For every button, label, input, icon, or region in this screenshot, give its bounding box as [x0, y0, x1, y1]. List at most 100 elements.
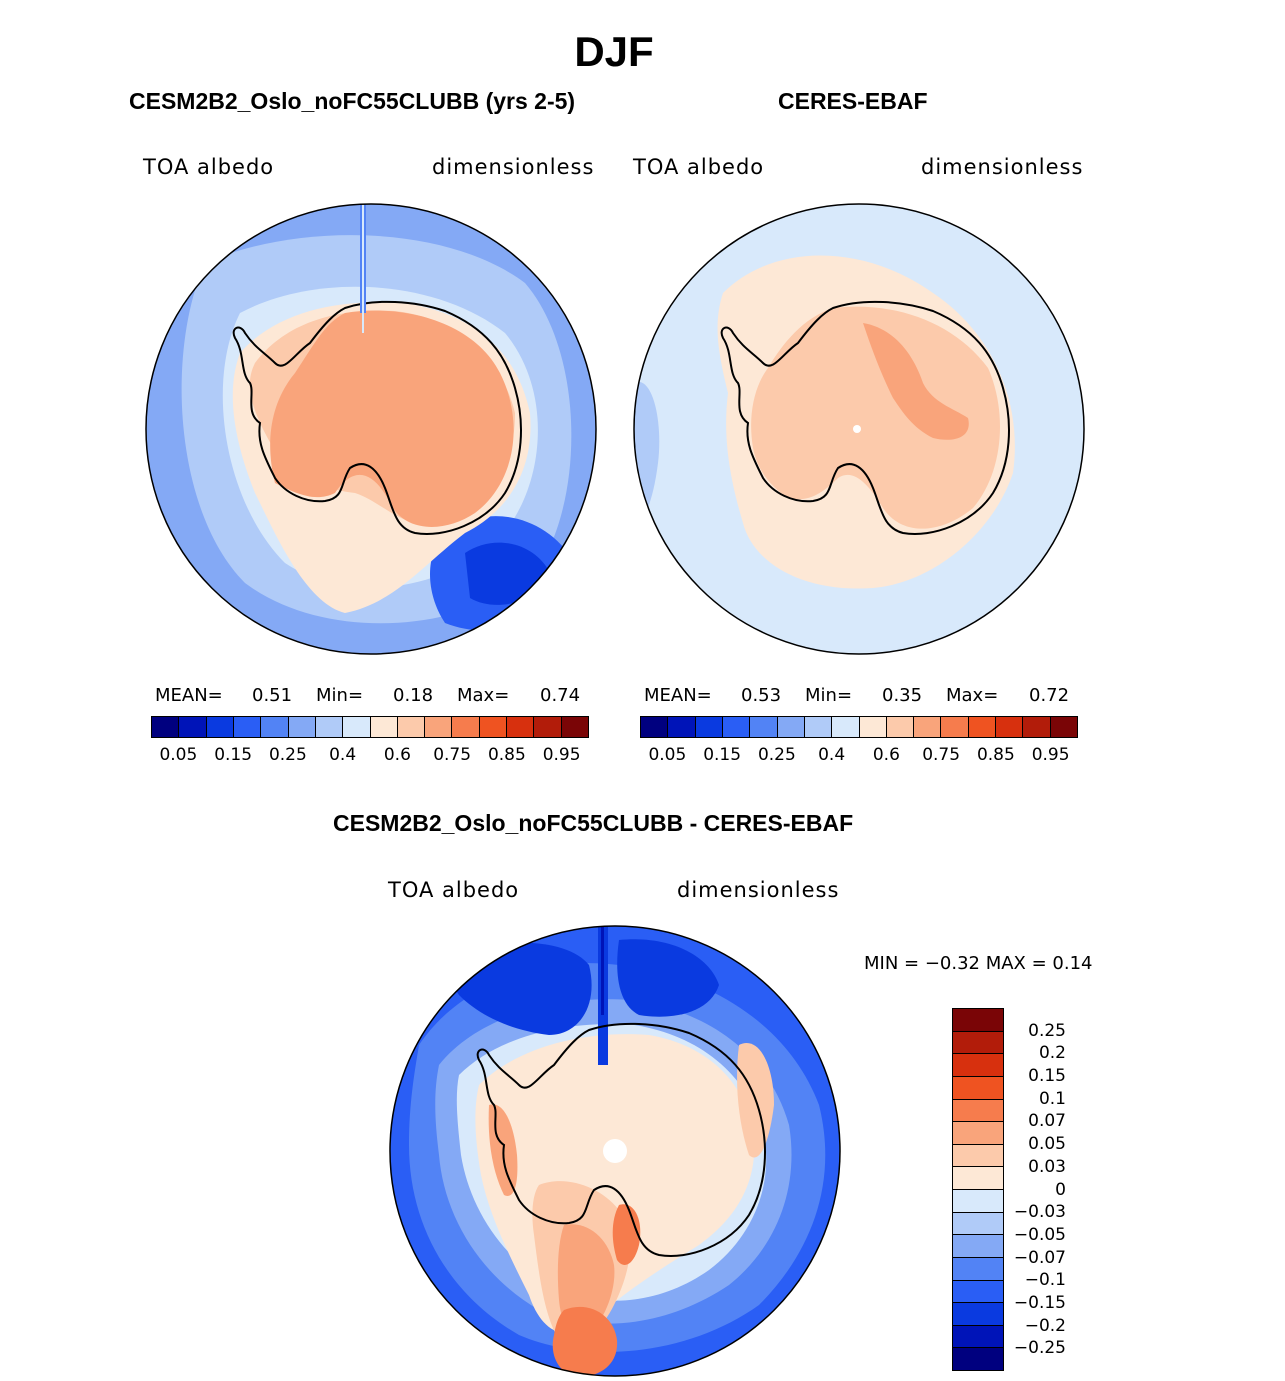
colorbar-tick-label: 0.6	[383, 745, 411, 765]
colorbar-swatch	[152, 717, 180, 737]
colorbar-tick-label: 0.95	[1031, 745, 1070, 765]
colorbar-tick-label: 0.07	[1028, 1111, 1066, 1132]
panel-1-variable-label: TOA albedo	[143, 155, 275, 179]
colorbar-tick-label: −0.07	[1013, 1247, 1066, 1268]
colorbar-swatch	[953, 1348, 1003, 1370]
colorbar-tick-label: 0.85	[487, 745, 526, 765]
colorbar-swatch	[722, 717, 751, 737]
panel-2-max-value: 0.72	[1029, 685, 1070, 706]
panel-3-colorbar-ticks: 0.25 0.2 0.15 0.1 0.07 0.05 0.03 0 −0.03 −0.05 −0.…	[1000, 1008, 1066, 1371]
figure-title: DJF	[574, 28, 654, 75]
meridian-artifact-core	[601, 926, 604, 1015]
colorbar-swatch	[953, 1235, 1003, 1258]
colorbar-swatch	[370, 717, 398, 737]
colorbar-swatch	[425, 717, 453, 737]
colorbar-tick-label: 0.25	[268, 745, 307, 765]
panel-2-colorbar	[640, 716, 1078, 738]
colorbar-swatch	[953, 1212, 1003, 1236]
antarctica-coastline	[476, 1022, 766, 1257]
colorbar-swatch	[859, 717, 887, 737]
colorbar-tick-label: 0.25	[1028, 1020, 1066, 1041]
antarctica-plateau	[751, 306, 1000, 529]
colorbar-swatch	[1023, 717, 1051, 737]
colorbar-swatch	[695, 717, 723, 737]
panel-1-max-label: Max=	[457, 685, 510, 706]
southern-warm-patch	[552, 1306, 618, 1376]
colorbar-swatch	[534, 717, 562, 737]
colorbar-tick-label: 0.6	[872, 745, 900, 765]
panel-2-variable-label: TOA albedo	[633, 155, 765, 179]
colorbar-swatch	[953, 1303, 1003, 1326]
panel-2-max-label: Max=	[946, 685, 999, 706]
panel-1-polar-map	[145, 203, 597, 655]
colorbar-swatch	[941, 717, 969, 737]
panel-3-minmax-label: MIN = −0.32 MAX = 0.14	[864, 953, 1093, 974]
colorbar-swatch	[804, 717, 833, 737]
colorbar-swatch	[641, 717, 669, 737]
colorbar-swatch	[479, 717, 508, 737]
panel-2-colorbar-ticks: 0.05 0.15 0.25 0.4 0.6 0.75 0.85 0.95	[640, 745, 1078, 769]
colorbar-swatch	[832, 717, 860, 737]
colorbar-swatch	[953, 1144, 1003, 1168]
colorbar-tick-label: 0	[1055, 1179, 1066, 1200]
colorbar-swatch	[953, 1099, 1003, 1123]
colorbar-swatch	[953, 1054, 1003, 1077]
colorbar-swatch	[452, 717, 480, 737]
panel-2-title: CERES-EBAF	[778, 88, 928, 114]
panel-1-max-value: 0.74	[540, 685, 581, 706]
pole-hole	[603, 1139, 627, 1163]
colorbar-tick-label: 0.15	[703, 745, 742, 765]
panel-1-colorbar-ticks: 0.05 0.15 0.25 0.4 0.6 0.75 0.85 0.95	[151, 745, 589, 769]
antarctica-coastline	[232, 300, 522, 535]
colorbar-swatch	[507, 717, 535, 737]
panel-2-mean-label: MEAN=	[644, 685, 712, 706]
pole-hole	[853, 425, 861, 433]
colorbar-tick-label: 0.05	[648, 745, 687, 765]
panel-1-mean-label: MEAN=	[155, 685, 223, 706]
colorbar-swatch	[233, 717, 262, 737]
colorbar-swatch	[914, 717, 942, 737]
colorbar-tick-label: −0.1	[1024, 1270, 1066, 1291]
panel-1-units-label: dimensionless	[432, 155, 595, 179]
colorbar-swatch	[953, 1076, 1003, 1100]
panel-2-min-value: 0.35	[882, 685, 923, 706]
colorbar-swatch	[668, 717, 696, 737]
antarctica-coastline	[720, 300, 1010, 535]
colorbar-swatch	[315, 717, 344, 737]
colorbar-tick-label: 0.03	[1028, 1156, 1066, 1177]
colorbar-swatch	[953, 1190, 1003, 1213]
colorbar-swatch	[343, 717, 371, 737]
colorbar-tick-label: −0.03	[1013, 1202, 1066, 1223]
colorbar-tick-label: 0.15	[214, 745, 253, 765]
colorbar-swatch	[953, 1167, 1003, 1190]
colorbar-tick-label: 0.05	[1028, 1134, 1066, 1155]
panel-2-mean-value: 0.53	[741, 685, 782, 706]
panel-3-units-label: dimensionless	[677, 878, 840, 902]
panel-3-colorbar	[952, 1008, 1004, 1371]
panel-2-polar-map	[633, 203, 1085, 655]
colorbar-tick-label: 0.75	[433, 745, 472, 765]
panel-1-min-label: Min=	[316, 685, 364, 706]
panel-3-polar-map	[389, 925, 841, 1377]
colorbar-swatch	[953, 1009, 1003, 1032]
colorbar-swatch	[953, 1325, 1003, 1349]
colorbar-tick-label: 0.05	[159, 745, 198, 765]
colorbar-swatch	[288, 717, 316, 737]
colorbar-tick-label: 0.2	[1038, 1043, 1066, 1064]
colorbar-swatch	[750, 717, 778, 737]
colorbar-tick-label: 0.75	[922, 745, 961, 765]
northeast-dark-blue	[617, 939, 719, 1017]
colorbar-swatch	[179, 717, 207, 737]
panel-2-units-label: dimensionless	[921, 155, 1084, 179]
panel-1-min-value: 0.18	[393, 685, 434, 706]
interior-ridge	[863, 323, 969, 440]
colorbar-swatch	[261, 717, 289, 737]
colorbar-swatch	[397, 717, 426, 737]
panel-3-title: CESM2B2_Oslo_noFC55CLUBB - CERES-EBAF	[333, 810, 854, 836]
colorbar-tick-label: 0.4	[818, 745, 846, 765]
colorbar-swatch	[953, 1280, 1003, 1304]
colorbar-tick-label: −0.15	[1013, 1292, 1066, 1313]
colorbar-tick-label: 0.15	[1028, 1066, 1066, 1087]
colorbar-swatch	[777, 717, 805, 737]
panel-2-min-label: Min=	[805, 685, 853, 706]
